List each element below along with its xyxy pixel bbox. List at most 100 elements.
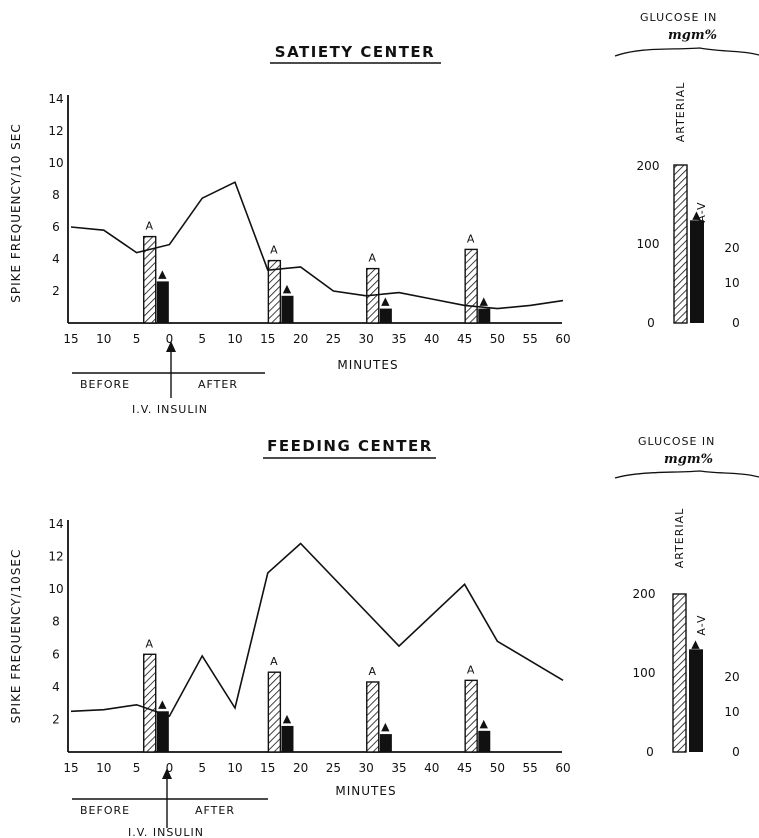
x-tick-label: 60 <box>555 761 570 775</box>
y-tick-label: 6 <box>52 220 60 234</box>
av-bar-mark <box>478 308 491 323</box>
bar-triangle-label: ▲ <box>283 712 292 725</box>
av-bar-mark <box>156 711 169 752</box>
panel-feeding: FEEDING CENTER SPIKE FREQUENCY/10SEC 2 4 6… <box>9 435 759 838</box>
y-tick-labels: 2 4 6 8 10 12 14 <box>48 517 63 726</box>
glucose-right-tick: 10 <box>724 276 739 290</box>
y-axis-label: SPIKE FREQUENCY/10SEC <box>9 549 23 724</box>
bar-triangle-label: ▲ <box>283 282 292 295</box>
x-tick-label: 55 <box>523 332 538 346</box>
x-tick-label: 35 <box>391 761 406 775</box>
after-label: AFTER <box>198 378 238 391</box>
glucose-brace <box>614 47 759 57</box>
x-tick-label: 15 <box>260 761 275 775</box>
x-tick-label: 5 <box>198 761 206 775</box>
av-bar-mark <box>281 295 294 323</box>
x-tick-label: 25 <box>326 332 341 346</box>
bar-letter-label: A <box>467 232 476 245</box>
x-tick-label: 50 <box>490 761 505 775</box>
x-tick-label: 15 <box>260 332 275 346</box>
bar-letter-label: A <box>270 655 279 668</box>
x-tick-label: 35 <box>391 332 406 346</box>
av-marker: ▲ <box>692 208 701 221</box>
x-tick-label: 0 <box>166 761 174 775</box>
chart-title: SATIETY CENTER <box>275 43 435 61</box>
glucose-right-tick: 0 <box>732 316 740 330</box>
x-tick-label: 10 <box>227 332 242 346</box>
x-tick-label: 15 <box>63 332 78 346</box>
x-tick-label: 55 <box>523 761 538 775</box>
x-tick-label: 45 <box>457 761 472 775</box>
av-label: A-V <box>695 614 708 635</box>
bar-triangle-label: ▲ <box>381 720 390 733</box>
arterial-label: ARTERIAL <box>674 82 687 143</box>
bar-letter-label: A <box>145 220 154 233</box>
x-tick-label: 10 <box>96 332 111 346</box>
y-tick-label: 8 <box>52 188 60 202</box>
x-tick-label: 40 <box>424 332 439 346</box>
x-tick-label: 5 <box>133 332 141 346</box>
av-marker: ▲ <box>691 637 700 650</box>
x-tick-label: 40 <box>424 761 439 775</box>
injection-arrow-head <box>162 768 172 779</box>
arterial-bar-mark <box>464 248 478 324</box>
glucose-left-tick: 0 <box>646 745 654 759</box>
chart-title: FEEDING CENTER <box>267 437 433 455</box>
arterial-bar <box>673 164 688 324</box>
bar-triangle-label: ▲ <box>480 295 489 308</box>
av-bar <box>690 220 704 323</box>
y-tick-labels: 2 4 6 8 10 12 14 <box>48 92 63 298</box>
x-axis-label: MINUTES <box>335 784 396 798</box>
x-tick-label: 20 <box>293 761 308 775</box>
glucose-right-tick: 20 <box>724 241 739 255</box>
x-tick-label: 15 <box>63 761 78 775</box>
glucose-inset: GLUCOSE IN mgm% ARTERIAL A-V ▲ 200 100 0… <box>614 11 759 330</box>
panel-satiety: SATIETY CENTER SPIKE FREQUENCY/10 SEC 2 4… <box>9 11 759 416</box>
bar-letter-label: A <box>467 663 476 676</box>
y-tick-label: 10 <box>48 156 63 170</box>
y-tick-label: 14 <box>48 92 63 106</box>
x-tick-label: 60 <box>555 332 570 346</box>
glucose-heading: GLUCOSE IN <box>640 11 717 24</box>
y-tick-label: 12 <box>48 124 63 138</box>
x-tick-label: 0 <box>166 332 174 346</box>
after-label: AFTER <box>195 804 235 817</box>
x-tick-label: 20 <box>293 332 308 346</box>
bar-letter-label: A <box>145 637 154 650</box>
glucose-left-tick: 200 <box>637 159 660 173</box>
glucose-right-tick: 10 <box>724 705 739 719</box>
arterial-bar-mark <box>267 671 282 753</box>
injection-label: I.V. INSULIN <box>132 403 208 416</box>
av-bar-mark <box>379 734 392 752</box>
x-tick-label: 25 <box>326 761 341 775</box>
glucose-left-tick: 200 <box>633 587 656 601</box>
arterial-label: ARTERIAL <box>673 508 686 569</box>
av-bar-mark <box>379 308 392 323</box>
glucose-right-tick: 0 <box>732 745 740 759</box>
injection-arrow-head <box>166 341 176 352</box>
x-tick-labels: 15 10 5 0 5 10 15 20 25 30 35 40 45 50 55 60 <box>63 332 570 346</box>
av-bar-mark <box>156 281 169 323</box>
y-tick-label: 8 <box>52 615 60 629</box>
glucose-left-tick: 100 <box>633 666 656 680</box>
spike-frequency-line <box>70 181 564 310</box>
before-label: BEFORE <box>80 378 130 391</box>
glucose-left-tick: 0 <box>647 316 655 330</box>
x-tick-label: 45 <box>457 332 472 346</box>
bar-triangle-label: ▲ <box>381 295 390 308</box>
arterial-bar-mark <box>366 681 380 753</box>
x-tick-label: 10 <box>96 761 111 775</box>
y-tick-label: 10 <box>48 582 63 596</box>
y-tick-label: 6 <box>52 647 60 661</box>
arterial-bar-mark <box>464 679 478 753</box>
glucose-left-tick: 100 <box>637 237 660 251</box>
bar-triangle-label: ▲ <box>158 267 167 280</box>
bar-letter-label: A <box>368 252 377 265</box>
y-tick-label: 4 <box>52 680 60 694</box>
arterial-bar-mark <box>143 653 157 753</box>
x-tick-label: 30 <box>359 761 374 775</box>
x-tick-label: 50 <box>490 332 505 346</box>
av-bar-mark <box>281 725 294 752</box>
before-label: BEFORE <box>80 804 130 817</box>
